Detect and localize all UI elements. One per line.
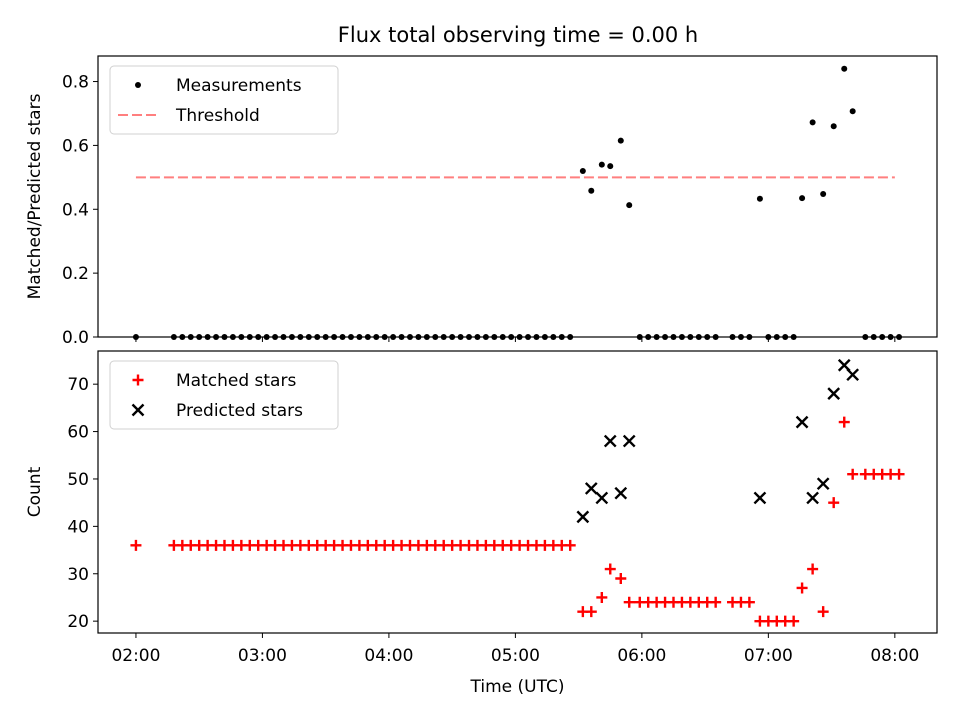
- x-axis-label: Time (UTC): [470, 677, 565, 697]
- predicted-star-point: [614, 486, 628, 500]
- predicted-star-point: [816, 477, 830, 491]
- matched-star-point: [623, 596, 635, 608]
- matched-star-point: [817, 606, 829, 618]
- predicted-star-point: [795, 415, 809, 429]
- matched-star-point: [828, 497, 840, 509]
- y-tick-label: 20: [67, 612, 89, 632]
- y-tick-label: 0.6: [62, 136, 89, 156]
- legend-label: Matched stars: [176, 371, 296, 391]
- measurement-point: [607, 163, 614, 170]
- ratio-panel: 0.0 0.2 0.4 0.6 0.8 Matched/Predicted stars Me…: [25, 55, 938, 348]
- matched-star-point: [604, 563, 616, 575]
- matched-star-point: [743, 596, 755, 608]
- predicted-star-point: [846, 368, 860, 382]
- predicted-star-point: [622, 434, 636, 448]
- matched-star-point: [807, 563, 819, 575]
- legend: Matched stars Predicted stars: [109, 360, 339, 430]
- measurement-point: [820, 190, 827, 197]
- x-tick-label: 04:00: [364, 646, 413, 666]
- measurement-point: [830, 123, 837, 130]
- y-tick-label: 0.0: [62, 328, 89, 348]
- predicted-star-point: [753, 491, 767, 505]
- predicted-star-point: [584, 482, 598, 495]
- measurement-point: [135, 82, 141, 88]
- measurement-point: [579, 167, 586, 174]
- legend: Measurements Threshold: [109, 65, 339, 135]
- measurement-point: [588, 187, 595, 194]
- matched-star-point: [838, 416, 850, 428]
- measurement-point: [617, 137, 624, 144]
- matched-star-point: [788, 615, 800, 627]
- x-tick-label: 06:00: [617, 646, 666, 666]
- y-axis-label: Count: [25, 466, 45, 517]
- y-tick-label: 70: [67, 375, 89, 395]
- y-tick-label: 40: [67, 517, 89, 537]
- matched-star-point: [585, 606, 597, 618]
- predicted-star-point: [576, 510, 590, 524]
- measurement-point: [756, 195, 763, 202]
- matched-star-point: [132, 374, 144, 386]
- x-tick-label: 03:00: [238, 646, 287, 666]
- plot-frame: [97, 55, 938, 338]
- predicted-star-point: [827, 387, 841, 401]
- legend-label: Measurements: [176, 76, 302, 96]
- legend-box: [109, 360, 339, 430]
- matched-star-point: [893, 468, 905, 480]
- matched-star-point: [710, 596, 722, 608]
- measurement-point: [626, 202, 633, 209]
- predicted-star-point: [131, 403, 145, 417]
- legend-box: [109, 65, 339, 135]
- measurement-point: [809, 119, 816, 126]
- matched-star-point: [796, 582, 808, 594]
- y-tick-label: 0.4: [62, 200, 89, 220]
- legend-label: Threshold: [175, 106, 260, 126]
- y-tick-label: 0.8: [62, 73, 89, 93]
- measurement-point: [799, 195, 806, 202]
- x-tick-label: 08:00: [870, 646, 919, 666]
- x-tick-label: 02:00: [111, 646, 160, 666]
- y-tick-label: 60: [67, 423, 89, 443]
- predicted-star-point: [595, 491, 609, 505]
- chart-title: Flux total observing time = 0.00 h: [338, 23, 698, 47]
- predicted-star-point: [806, 491, 819, 505]
- x-tick-label: 07:00: [744, 646, 793, 666]
- y-tick-label: 0.2: [62, 264, 89, 284]
- count-panel: 20 30 40 50 60 70 02:00 03:00 04:00 05:00 06:00 07:…: [25, 350, 938, 697]
- predicted-star-point: [603, 434, 617, 448]
- matched-star-point: [847, 468, 859, 480]
- plot-frame: [97, 350, 938, 634]
- measurement-point: [849, 108, 856, 115]
- measurement-point: [598, 161, 605, 168]
- legend-label: Predicted stars: [176, 401, 303, 421]
- y-tick-label: 50: [67, 470, 89, 490]
- measurement-point: [841, 65, 848, 72]
- matched-star-point: [615, 572, 627, 584]
- matched-star-point: [130, 539, 142, 551]
- matched-star-point: [596, 591, 608, 603]
- matched-star-point: [564, 539, 576, 551]
- y-axis-label: Matched/Predicted stars: [25, 93, 45, 299]
- x-tick-label: 05:00: [491, 646, 540, 666]
- y-tick-label: 30: [67, 565, 89, 585]
